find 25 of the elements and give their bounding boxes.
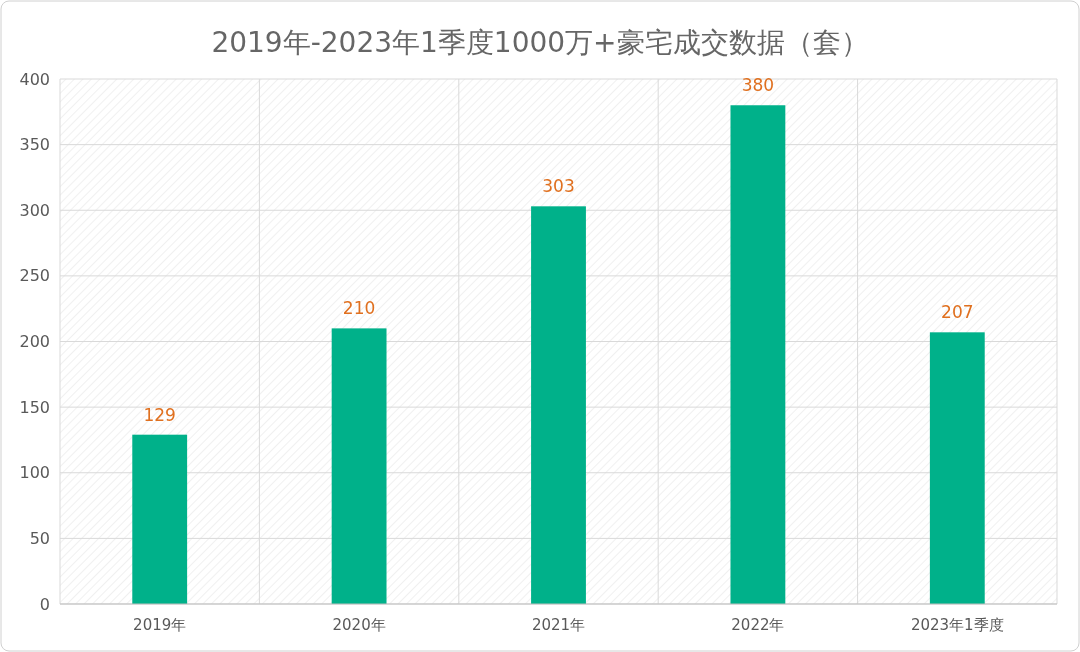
bar	[531, 206, 586, 604]
y-tick-label: 350	[19, 135, 50, 155]
y-tick-label: 200	[19, 332, 50, 352]
y-tick-label: 150	[19, 397, 50, 417]
x-tick-label: 2022年	[731, 616, 785, 634]
data-label: 380	[741, 75, 775, 96]
data-label: 210	[342, 298, 376, 319]
y-tick-label: 50	[29, 528, 50, 548]
chart-title: 2019年-2023年1季度1000万+豪宅成交数据（套）	[211, 26, 869, 59]
data-label: 129	[143, 404, 176, 425]
data-label: 303	[542, 176, 575, 197]
y-tick-label: 250	[19, 266, 50, 286]
x-tick-label: 2019年	[133, 616, 187, 634]
bar	[132, 434, 188, 604]
x-tick-label: 2021年	[531, 616, 586, 634]
y-tick-label: 300	[19, 200, 50, 220]
bar	[730, 105, 786, 604]
y-tick-label: 0	[39, 594, 50, 614]
data-label: 207	[941, 302, 974, 323]
y-tick-label: 100	[19, 463, 50, 483]
x-tick-label: 2023年1季度	[910, 616, 1004, 634]
x-tick-label: 2020年	[332, 616, 386, 634]
bar	[929, 332, 985, 604]
bar	[331, 328, 387, 604]
y-tick-label: 400	[19, 69, 50, 89]
